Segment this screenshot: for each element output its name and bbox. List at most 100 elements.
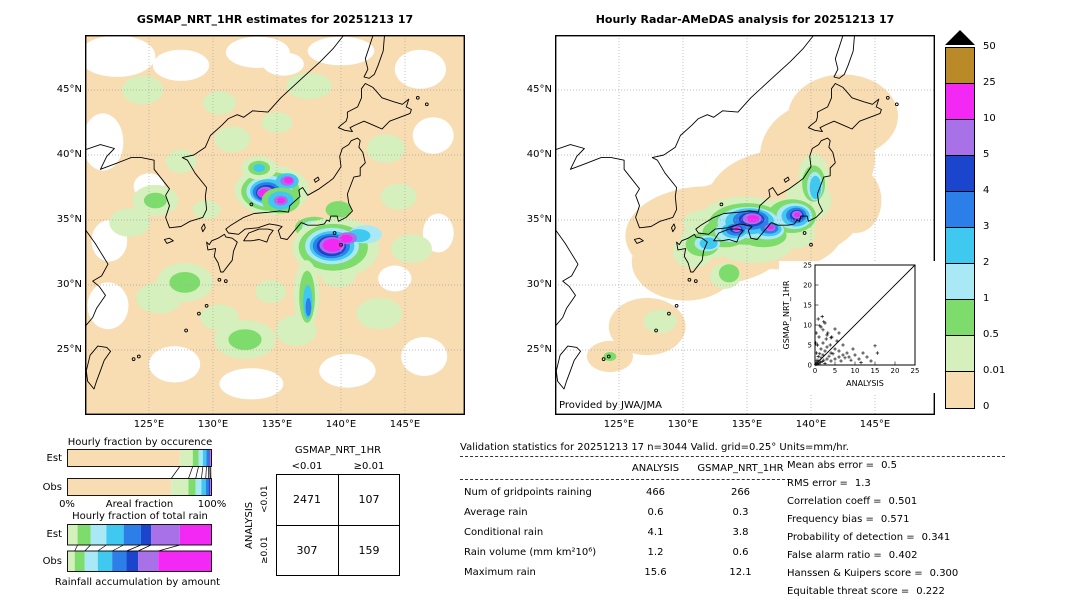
validation-row-analysis: 0.6 [647,507,664,518]
validation-row-label: Rain volume (mm km²10⁶) [464,547,597,558]
stat-label: Probability of detection = [787,532,915,543]
svg-text:0: 0 [813,367,817,375]
validation-row-gsmap: 0.6 [732,547,749,558]
stat-mean-abs-error: Mean abs error = 0.5 [787,459,897,472]
left-map-lat-tick: 25°N [56,344,82,355]
colorbar-overflow-triangle-icon [945,30,975,45]
inset-scatter-plot: 00 5 5 10 10 15 15 20 20 25 25 ANALYSIS GSMAP_NRT_1H… [782,262,920,389]
total-rain-chart-title: Hourly fraction of total rain [72,511,208,522]
colorbar-tick-label: 0.5 [983,329,999,340]
validation-row-label: Average rain [464,507,528,518]
colorbar-tick-label: 5 [983,149,990,160]
svg-text:20: 20 [803,282,812,290]
colorbar: 50 25 10 5 4 3 2 1 0.5 0.01 0 [945,28,1035,423]
stat-label: Equitable threat score = [787,586,910,597]
validation-divider-top [460,456,1005,457]
validation-row: Average rain 0.6 0.3 [460,507,790,521]
stat-false-alarm-ratio: False alarm ratio = 0.402 [787,549,917,562]
stat-equitable-threat: Equitable threat score = 0.222 [787,585,945,598]
contingency-col-label-ge: ≥0.01 [353,461,385,472]
validation-row-analysis: 4.1 [647,527,664,538]
contingency-cell-00: 2471 [293,493,321,506]
stat-probability-of-detection: Probability of detection = 0.341 [787,531,950,544]
right-map-lat-tick: 45°N [526,84,552,95]
stat-label: Correlation coeff = [787,496,882,507]
left-map-lon-tick: 140°E [325,419,357,430]
colorbar-segment-9 [946,372,974,408]
stat-label: Frequency bias = [787,514,874,525]
right-map-lon-tick: 145°E [859,419,891,430]
stat-value: 1.3 [854,478,871,489]
stat-label: Hanssen & Kuipers score = [787,568,923,579]
validation-row-gsmap: 3.8 [732,527,749,538]
areal-fraction-0pct: 0% [59,499,75,510]
validation-row: Num of gridpoints raining 466 266 [460,487,790,501]
validation-row-gsmap: 266 [730,487,751,498]
right-map-lat-tick: 40°N [526,149,552,160]
stat-rms-error: RMS error = 1.3 [787,477,871,490]
right-map-lon-tick: 130°E [667,419,699,430]
total-rain-obs-label: Obs [42,556,62,567]
contingency-cell-10: 307 [296,544,318,557]
colorbar-tick-label: 2 [983,257,990,268]
total-rain-est-label: Est [46,529,62,540]
colorbar-segment-8 [946,336,974,372]
colorbar-segment-2 [946,120,974,156]
areal-fraction-100pct: 100% [197,499,227,510]
right-map-lat-tick: 30°N [526,279,552,290]
total-rain-stacked-bars [67,524,212,572]
contingency-row-group-label: ANALYSIS [244,501,255,549]
validation-col-header-analysis: ANALYSIS [631,463,680,474]
validation-col-header-gsmap: GSMAP_NRT_1HR [697,463,784,474]
contingency-table [276,474,400,576]
colorbar-scale [945,47,975,409]
areal-fraction-label: Areal fraction [105,499,174,510]
validation-row: Rain volume (mm km²10⁶) 1.2 0.6 [460,547,790,561]
rainfall-accumulation-label: Rainfall accumulation by amount [54,577,221,588]
colorbar-tick-label: 0.01 [983,365,1006,376]
radar-amedas-precipitation-map [555,35,935,415]
left-map-lat-tick: 45°N [56,84,82,95]
svg-text:GSMAP_NRT_1HR: GSMAP_NRT_1HR [782,280,791,349]
stat-hanssen-kuipers: Hanssen & Kuipers score = 0.300 [787,567,958,580]
contingency-col-group-label: GSMAP_NRT_1HR [294,445,382,456]
left-map-lon-tick: 125°E [133,419,165,430]
svg-text:25: 25 [803,262,812,270]
validation-row-label: Maximum rain [464,567,536,578]
left-map-title: GSMAP_NRT_1HR estimates for 20251213 17 [136,13,414,26]
colorbar-tick-label: 25 [983,77,996,88]
stat-value: 0.571 [880,514,910,525]
right-map-lon-tick: 135°E [731,419,763,430]
stat-value: 0.5 [881,460,897,471]
validation-row-analysis: 1.2 [647,547,664,558]
left-map-lon-tick: 135°E [261,419,293,430]
validation-row-analysis: 466 [645,487,666,498]
colorbar-segment-0 [946,48,974,84]
right-map-lon-tick: 140°E [795,419,827,430]
right-map-title: Hourly Radar-AMeDAS analysis for 2025121… [595,13,895,26]
stat-value: 0.402 [888,550,918,561]
contingency-col-label-lt: <0.01 [291,461,323,472]
colorbar-segment-6 [946,264,974,300]
contingency-cell-11: 159 [358,544,380,557]
svg-text:15: 15 [871,367,880,375]
stat-label: RMS error = [787,478,848,489]
validation-row-label: Conditional rain [464,527,544,538]
contingency-cell-01: 107 [358,493,380,506]
right-map-lat-tick: 35°N [526,214,552,225]
stat-value: 0.300 [929,568,959,579]
colorbar-segment-4 [946,192,974,228]
contingency-row-label-ge: ≥0.01 [260,536,270,565]
stat-value: 0.222 [916,586,945,597]
validation-title: Validation statistics for 20251213 17 n=… [460,442,849,453]
svg-text:ANALYSIS: ANALYSIS [846,379,884,388]
validation-row-label: Num of gridpoints raining [464,487,592,498]
colorbar-segment-3 [946,156,974,192]
validation-row: Maximum rain 15.6 12.1 [460,567,790,581]
colorbar-tick-label: 50 [983,41,996,52]
colorbar-tick-label: 0 [983,401,990,412]
inset-scatter-panel: 0 0 5 5 10 10 15 15 20 20 25 25 ANALYSIS GSMAP_NRT_1H… [779,261,935,393]
left-map-lat-tick: 40°N [56,149,82,160]
svg-text:25: 25 [911,367,920,375]
